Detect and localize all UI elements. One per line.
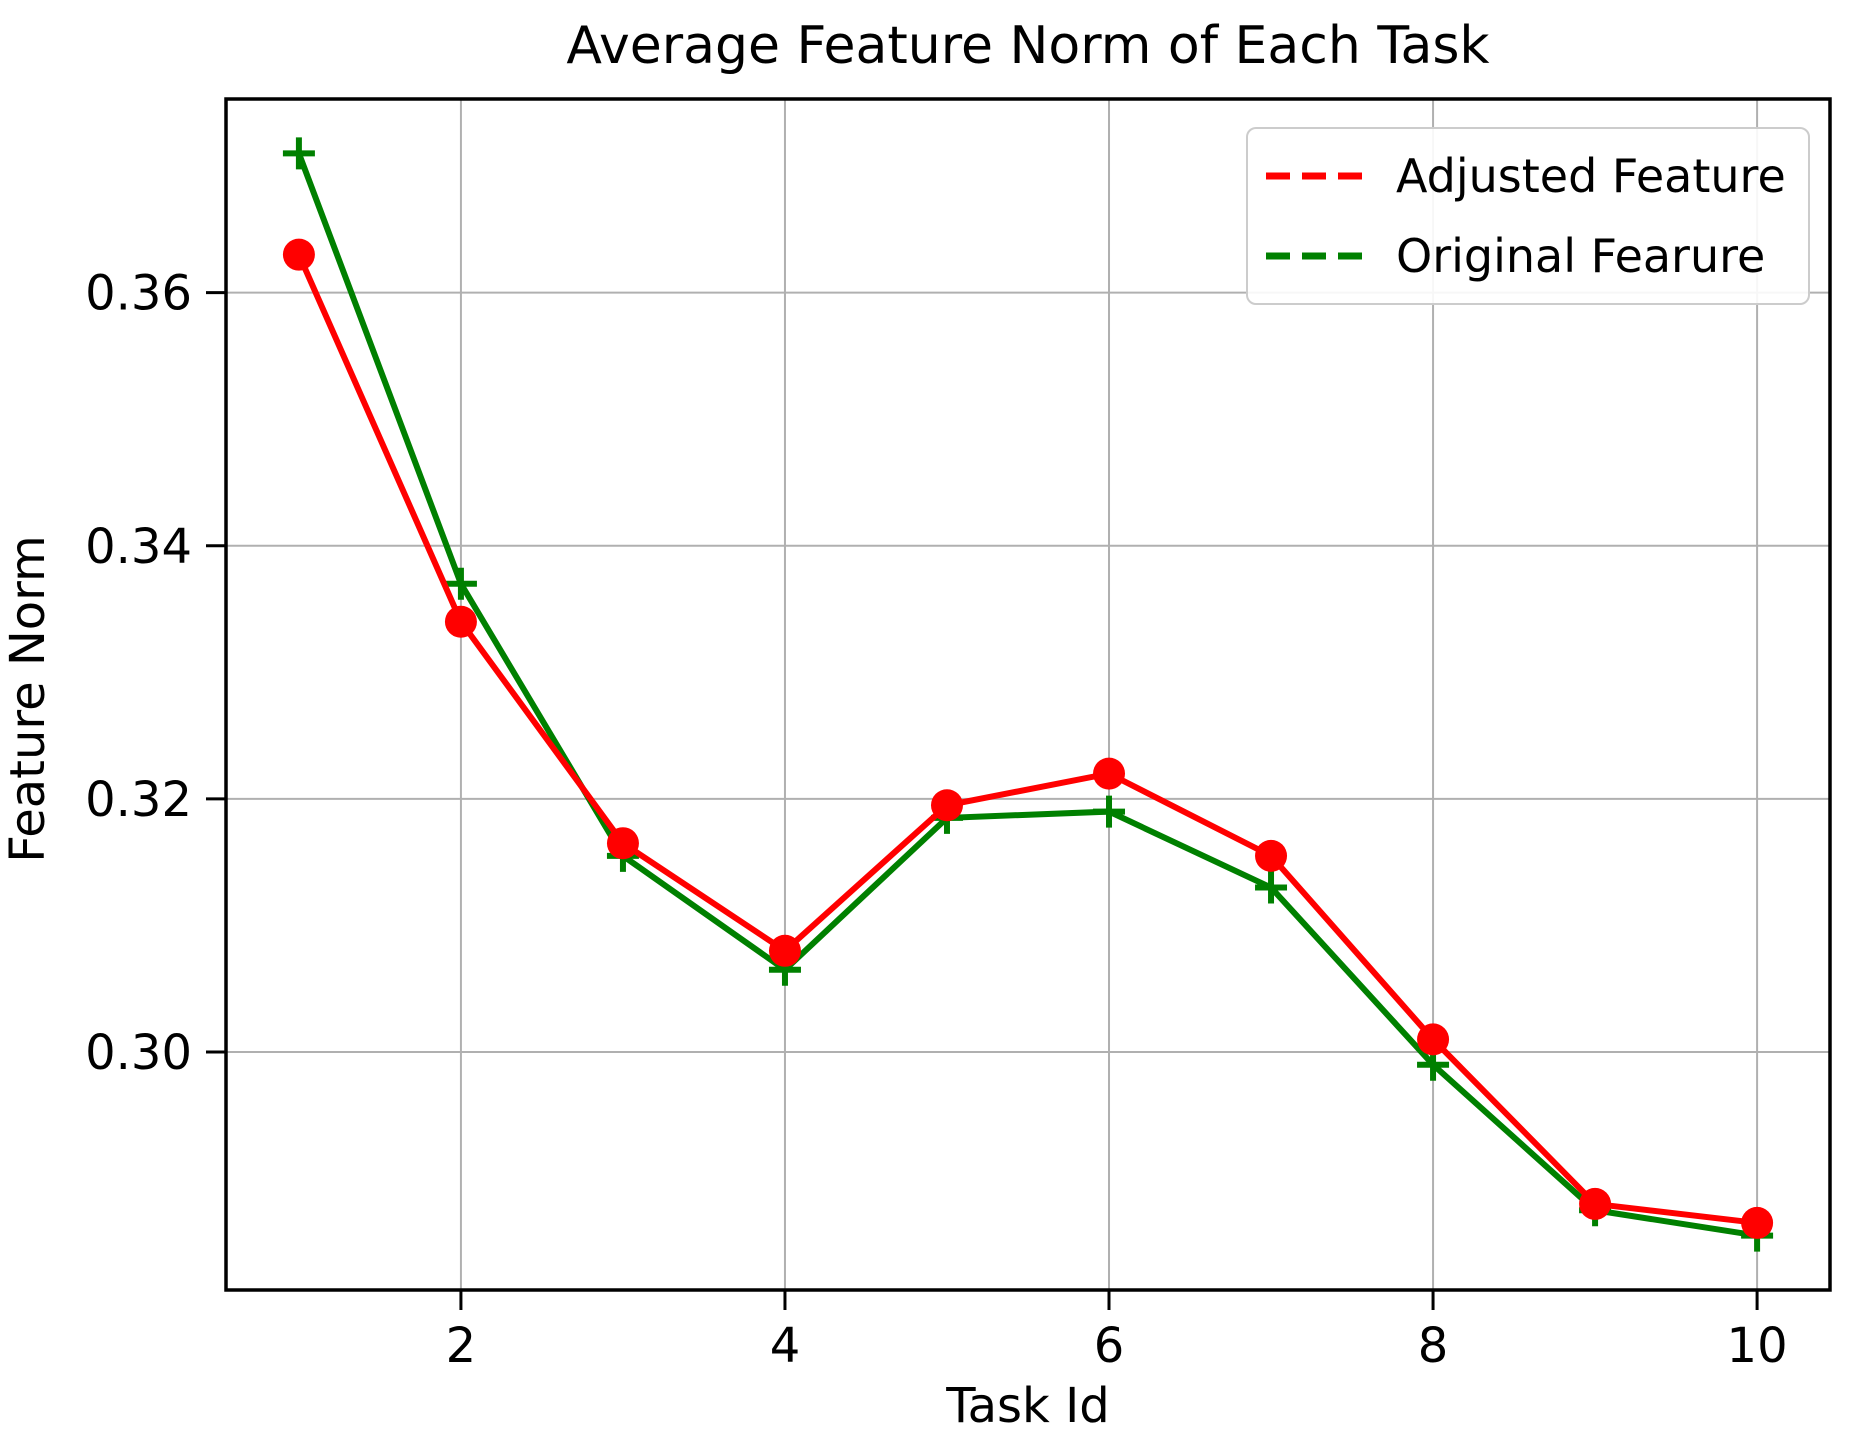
data-point-circle [768, 934, 801, 967]
series-line-plus [296, 152, 1758, 1239]
chart-title: Average Feature Norm of Each Task [566, 16, 1490, 76]
legend: Adjusted Feature Original Fearure [1246, 127, 1810, 305]
legend-dashed-line-green [1266, 252, 1366, 260]
x-tick-label: 4 [770, 1318, 801, 1374]
data-point-circle [930, 789, 963, 822]
x-tick-label: 8 [1418, 1318, 1449, 1374]
x-tick-label: 10 [1727, 1318, 1788, 1374]
series-line-circle [296, 253, 1758, 1226]
data-point-circle [1093, 757, 1126, 790]
x-axis-label: Task Id [946, 1378, 1110, 1434]
y-tick-label: 0.34 [85, 519, 192, 575]
data-point-circle [1255, 839, 1288, 872]
data-point-circle [1417, 1023, 1450, 1056]
x-tick-label: 6 [1094, 1318, 1125, 1374]
y-tick-label: 0.32 [85, 772, 192, 828]
data-point-circle [1741, 1206, 1774, 1239]
data-point-circle [606, 827, 639, 860]
data-point-circle [282, 238, 315, 271]
legend-dashed-line-red [1266, 172, 1366, 180]
y-tick-label: 0.30 [85, 1025, 192, 1081]
legend-label-original-feature: Original Fearure [1396, 229, 1766, 283]
x-tick-label: 2 [446, 1318, 477, 1374]
y-tick-label: 0.36 [85, 266, 192, 322]
data-point-circle [444, 605, 477, 638]
legend-item-adjusted-feature: Adjusted Feature [1266, 149, 1790, 203]
axes-border [224, 97, 1832, 1292]
legend-label-adjusted-feature: Adjusted Feature [1396, 149, 1786, 203]
legend-item-original-feature: Original Fearure [1266, 229, 1790, 283]
data-point-circle [1579, 1187, 1612, 1220]
